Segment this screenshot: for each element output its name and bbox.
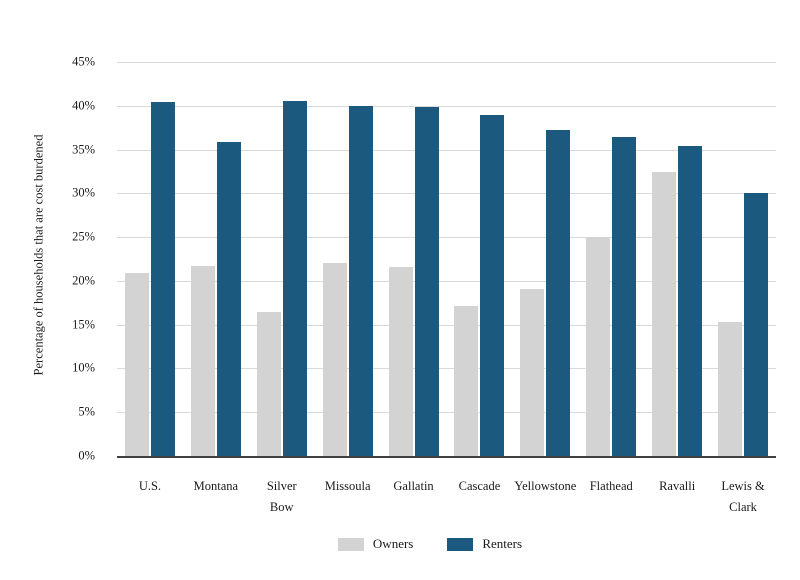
x-axis-label-montana: Montana (193, 479, 239, 493)
bar-renters-cascade (480, 115, 505, 456)
x-axis-label-ravalli: Ravalli (659, 479, 696, 493)
gridline-15 (117, 324, 776, 326)
bar-renters-u-s (150, 102, 175, 456)
gridline-45 (117, 62, 776, 63)
bar-group-yellowstone (512, 62, 578, 456)
x-axis-label-gallatin: Gallatin (393, 479, 434, 493)
bar-renters-ravalli (678, 146, 703, 456)
bar-group-ravalli (644, 62, 710, 456)
y-tick-label-15: 15% (72, 317, 95, 332)
gridline-10 (117, 368, 776, 370)
legend-label-owners: Owners (372, 536, 414, 551)
bar-owners-lewis-clark (718, 322, 743, 456)
bar-group-u-s (117, 62, 183, 456)
bar-group-montana (183, 62, 249, 456)
bar-owners-yellowstone (520, 289, 545, 456)
gridline-5 (117, 412, 776, 414)
bar-owners-silver-bow (256, 312, 281, 456)
bar-owners-cascade (454, 306, 479, 456)
x-axis-label-silver-bow: Silver Bow (266, 479, 297, 514)
y-tick-label-0: 0% (78, 448, 95, 463)
bar-renters-gallatin (414, 107, 439, 456)
legend-swatch-renters (447, 537, 474, 551)
x-axis-label-u-s: U.S. (138, 479, 162, 493)
legend: Owners Renters (30, 536, 800, 552)
x-axis-label-lewis-clark: Lewis & Clark (721, 479, 765, 514)
bar-renters-flathead (612, 137, 637, 456)
y-tick-label-5: 5% (78, 404, 95, 419)
y-tick-label-30: 30% (72, 185, 95, 200)
legend-swatch-owners (337, 537, 364, 551)
gridline-40 (117, 105, 776, 107)
x-axis-label-missoula: Missoula (324, 479, 371, 493)
gridline-25 (117, 237, 776, 239)
bar-renters-silver-bow (282, 101, 307, 456)
y-axis-title: Percentage of households that are cost b… (31, 134, 46, 376)
x-axis-label-yellowstone: Yellowstone (514, 479, 577, 493)
bar-group-flathead (578, 62, 644, 456)
bar-group-lewis-clark (710, 62, 776, 456)
bar-owners-missoula (322, 263, 347, 456)
legend-label-renters: Renters (482, 536, 523, 551)
bar-renters-yellowstone (546, 130, 571, 456)
x-axis-label-flathead: Flathead (589, 479, 633, 493)
bar-group-gallatin (381, 62, 447, 456)
legend-item-owners: Owners (337, 536, 414, 552)
bar-owners-u-s (124, 273, 149, 456)
bar-renters-missoula (348, 106, 373, 456)
y-tick-label-25: 25% (72, 229, 95, 244)
y-tick-label-20: 20% (72, 273, 95, 288)
bar-owners-ravalli (652, 172, 677, 456)
y-tick-label-40: 40% (72, 98, 95, 113)
gridline-35 (117, 149, 776, 151)
bar-owners-montana (190, 266, 215, 456)
x-axis-label-cascade: Cascade (458, 479, 501, 493)
bar-owners-gallatin (388, 267, 413, 456)
bar-group-missoula (315, 62, 381, 456)
bar-renters-montana (216, 142, 241, 456)
legend-item-renters: Renters (447, 536, 522, 552)
y-tick-label-45: 45% (72, 54, 95, 69)
bar-owners-flathead (586, 237, 611, 456)
bar-group-silver-bow (249, 62, 315, 456)
gridline-30 (117, 193, 776, 195)
y-tick-label-10: 10% (72, 360, 95, 375)
gridline-20 (117, 280, 776, 282)
bar-group-cascade (447, 62, 513, 456)
bar-renters-lewis-clark (744, 193, 769, 456)
plot-area (117, 62, 776, 458)
y-tick-label-35: 35% (72, 142, 95, 157)
